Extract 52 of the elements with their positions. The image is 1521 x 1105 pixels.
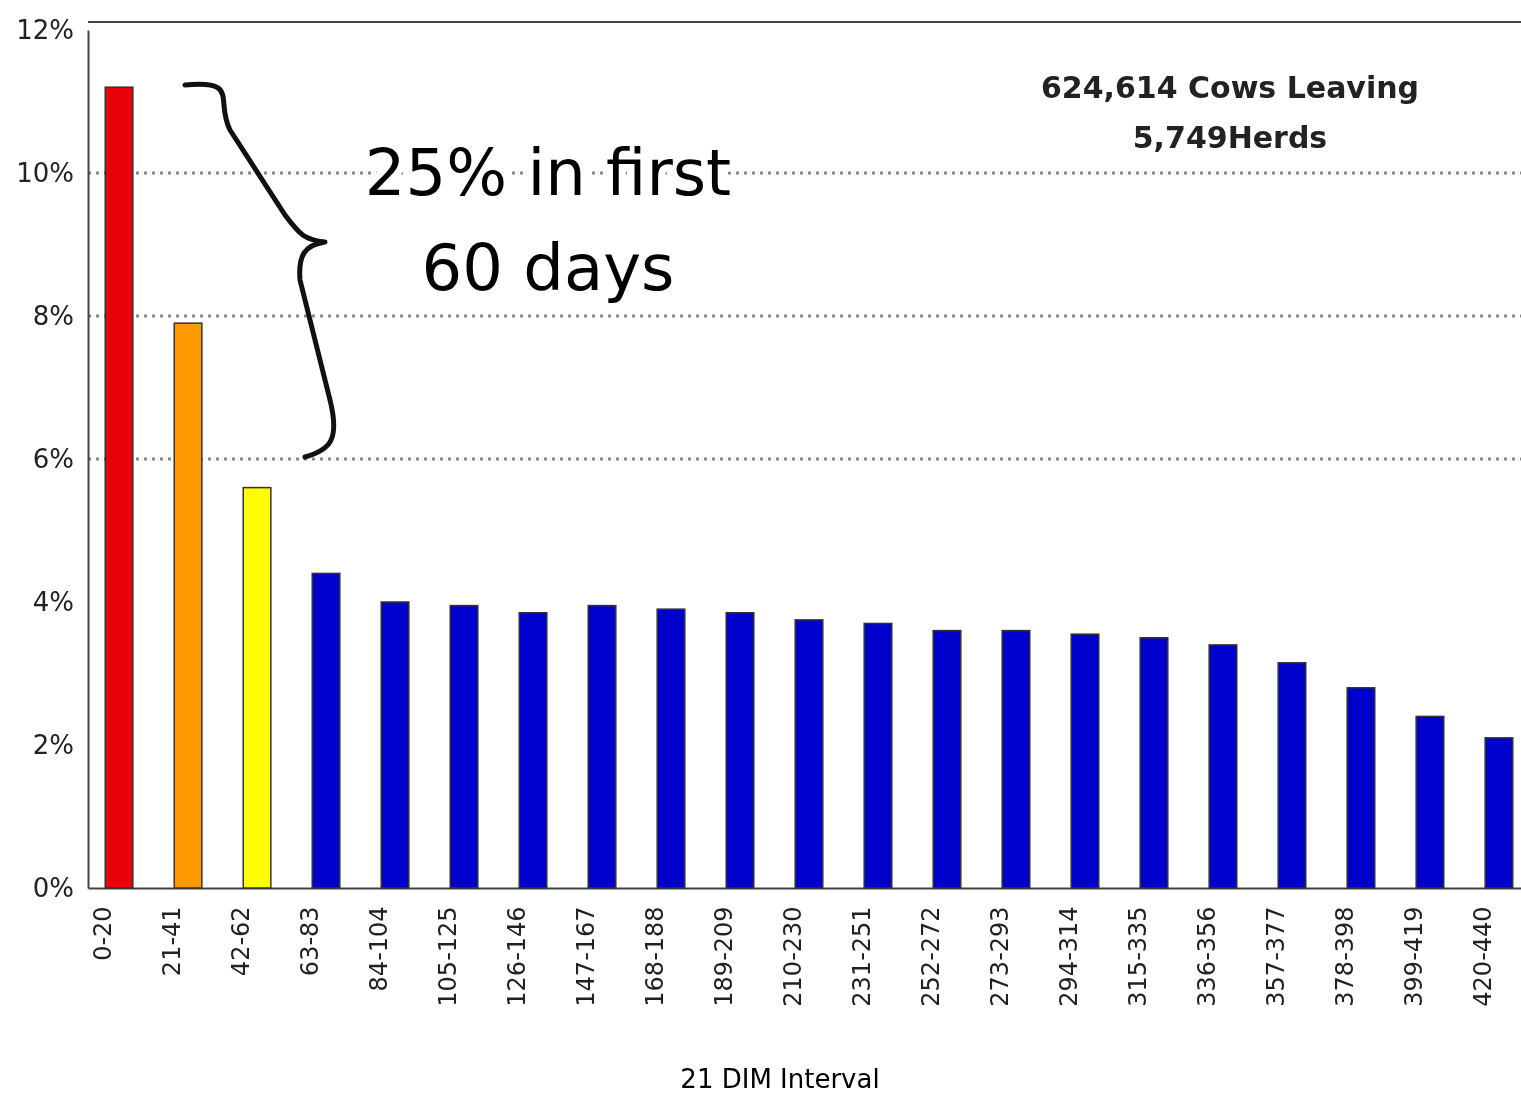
x-tick-label: 252-272 xyxy=(916,906,945,1007)
x-tick-label: 336-356 xyxy=(1192,906,1221,1007)
y-tick-label: 12% xyxy=(16,14,74,45)
x-tick-label: 168-188 xyxy=(640,906,669,1007)
x-tick-label: 315-335 xyxy=(1123,906,1152,1007)
bar xyxy=(449,604,479,889)
bar xyxy=(656,608,686,889)
bar xyxy=(173,322,203,889)
annotation: 25% in first 60 days xyxy=(364,136,732,305)
x-tick-label: 294-314 xyxy=(1054,906,1083,1007)
bar xyxy=(380,601,410,889)
bar xyxy=(587,604,617,889)
y-tick-label: 4% xyxy=(32,586,74,617)
bar xyxy=(104,86,134,889)
x-tick-label: 399-419 xyxy=(1399,906,1428,1007)
bar xyxy=(1208,644,1238,889)
x-tick-label: 21-41 xyxy=(157,906,186,977)
bar xyxy=(242,486,272,889)
x-tick-label: 273-293 xyxy=(985,906,1014,1007)
x-tick-label: 357-377 xyxy=(1261,906,1290,1007)
x-tick-label: 147-167 xyxy=(571,906,600,1007)
x-tick-label: 84-104 xyxy=(364,906,393,992)
bar xyxy=(1484,737,1514,889)
bar xyxy=(1070,633,1100,889)
bar xyxy=(932,629,962,889)
bar xyxy=(1277,662,1307,889)
x-axis-title: 21 DIM Interval xyxy=(680,1064,880,1094)
bar xyxy=(1139,637,1169,889)
x-tick-label: 63-83 xyxy=(295,906,324,977)
bar xyxy=(794,619,824,889)
y-tick-label: 8% xyxy=(32,300,74,331)
y-tick-label: 2% xyxy=(32,729,74,760)
x-tick-label: 42-62 xyxy=(226,906,255,977)
bar xyxy=(1001,629,1031,889)
bar xyxy=(725,611,755,889)
annotation: 624,614 Cows Leaving 5,749Herds xyxy=(1040,70,1420,155)
x-tick-label: 231-251 xyxy=(847,906,876,1007)
bar xyxy=(1415,715,1445,889)
x-tick-label: 105-125 xyxy=(433,906,462,1007)
x-tick-label: 0-20 xyxy=(88,906,117,961)
bar xyxy=(1346,687,1376,889)
bar xyxy=(311,572,341,889)
x-tick-label: 189-209 xyxy=(709,906,738,1007)
x-tick-label: 420-440 xyxy=(1468,906,1497,1007)
y-tick-label: 0% xyxy=(32,872,74,903)
x-tick-label: 126-146 xyxy=(502,906,531,1007)
x-tick-label: 210-230 xyxy=(778,906,807,1007)
bar xyxy=(518,611,548,889)
y-tick-label: 10% xyxy=(16,157,74,188)
x-tick-label: 378-398 xyxy=(1330,906,1359,1007)
y-tick-label: 6% xyxy=(32,443,74,474)
bar xyxy=(863,622,893,889)
